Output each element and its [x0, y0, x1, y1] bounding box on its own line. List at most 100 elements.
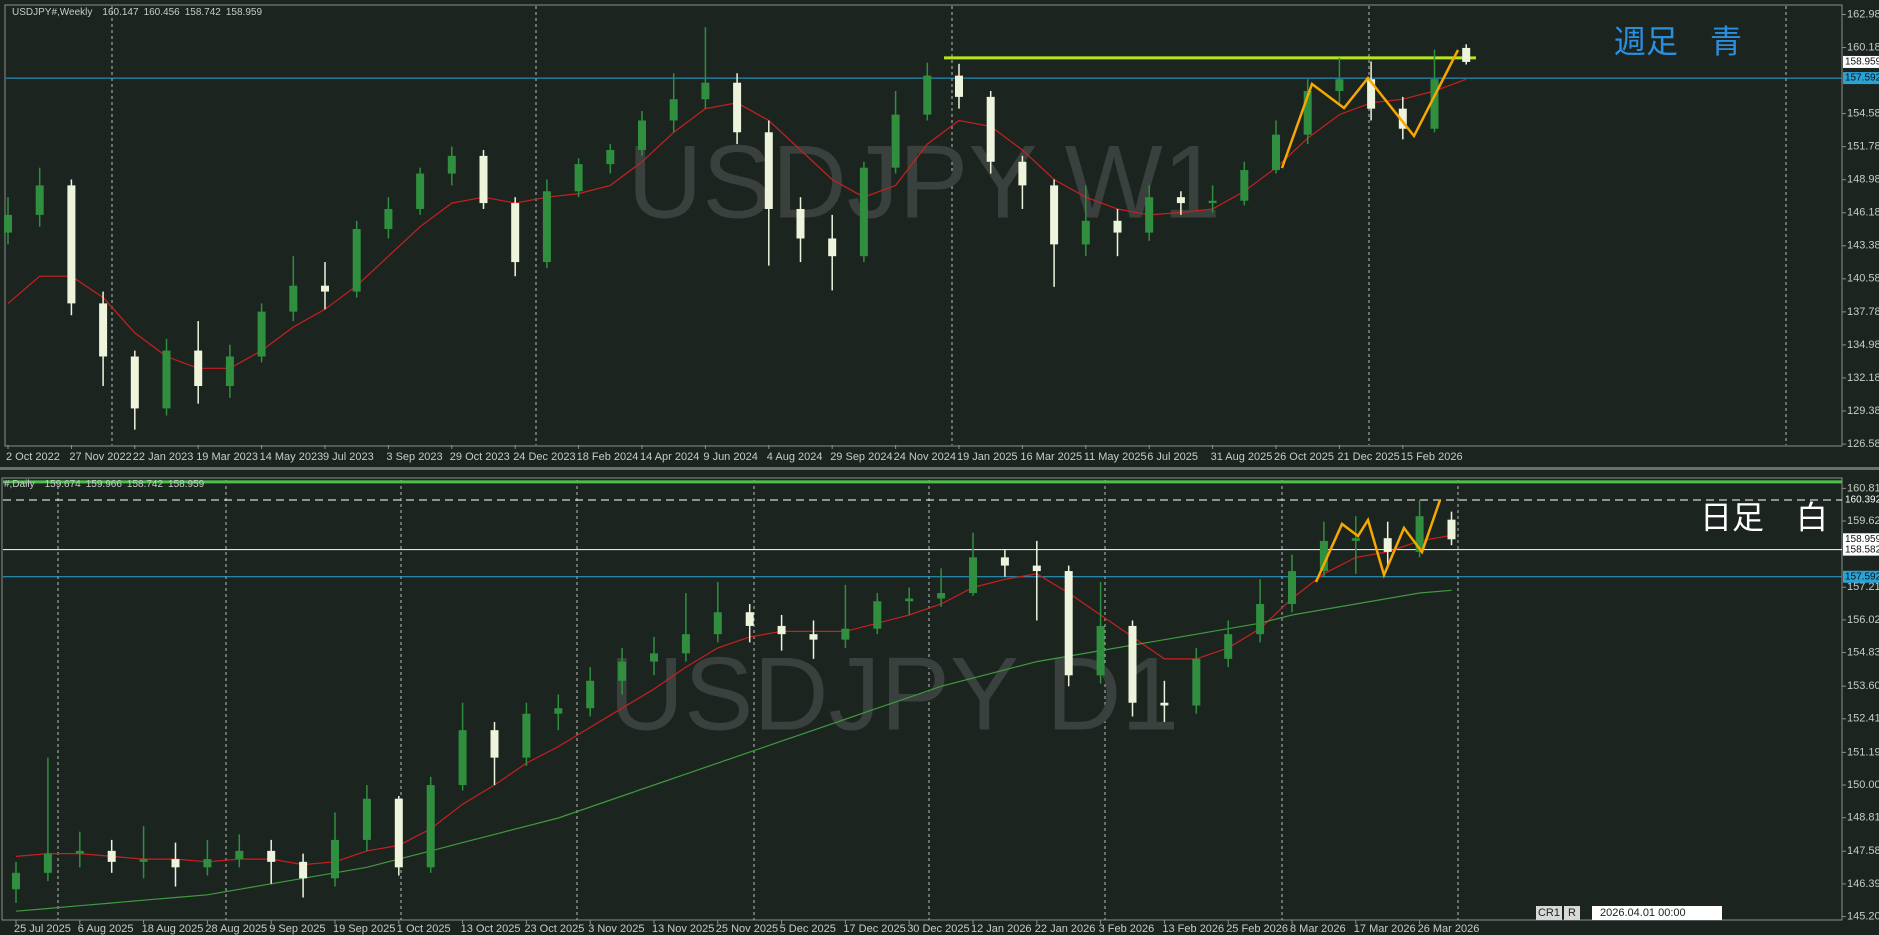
candle-body [1081, 220, 1090, 245]
x-tick-label: 13 Oct 2025 [461, 923, 521, 935]
x-tick-label: 24 Dec 2023 [513, 451, 575, 463]
candle-body [35, 185, 44, 215]
y-tick-label: 150.000 [1847, 779, 1879, 791]
x-tick-label: 22 Jan 2026 [1035, 923, 1096, 935]
candle-body [1208, 200, 1217, 204]
x-tick-label: 19 Sep 2025 [333, 923, 395, 935]
moving-average [15, 589, 1452, 912]
x-tick-label: 9 Jun 2024 [703, 451, 757, 463]
y-tick-label: 154.830 [1847, 646, 1879, 658]
candle-body [289, 285, 298, 312]
candle-body [1319, 540, 1328, 572]
candle-body [1096, 625, 1105, 676]
x-tick-label: 6 Jul 2025 [1147, 451, 1198, 463]
candle-body [745, 612, 754, 626]
candle-body [923, 75, 932, 115]
candle-body [235, 850, 244, 860]
x-tick-label: 3 Feb 2026 [1099, 923, 1155, 935]
candle-body [447, 155, 456, 174]
candle-body [171, 859, 180, 868]
header-l: 158.742 [185, 7, 222, 18]
x-tick-label: 5 Dec 2025 [780, 923, 836, 935]
x-tick-label: 4 Aug 2024 [767, 451, 823, 463]
x-tick-label: 1 Oct 2025 [397, 923, 451, 935]
candle-body [1351, 538, 1360, 541]
y-tick-label: 157.210 [1847, 581, 1879, 593]
candle-body [1000, 557, 1009, 566]
zigzag-drawing [1280, 49, 1460, 169]
profile-label[interactable]: CR1 [1538, 907, 1560, 919]
candle-body [130, 356, 139, 409]
x-tick-label: 9 Sep 2025 [269, 923, 325, 935]
candle-body [891, 114, 900, 168]
header-o: 160.147 [102, 7, 139, 18]
x-tick-label: 12 Jan 2026 [971, 923, 1032, 935]
moving-average [15, 534, 1452, 866]
candle-body [67, 185, 76, 304]
candle-body [107, 850, 116, 862]
x-tick-label: 25 Nov 2025 [716, 923, 778, 935]
watermark: USDJPY W1 [627, 124, 1220, 240]
candle-body [1335, 79, 1344, 91]
x-tick-label: 19 Jan 2025 [957, 451, 1018, 463]
candle-body [681, 634, 690, 654]
x-tick-label: 3 Nov 2025 [588, 923, 644, 935]
candle-body [1113, 220, 1122, 233]
chart-header: #,Daily 159.674 159.966 158.742 158.959 [4, 479, 205, 490]
x-tick-label: 8 Mar 2026 [1290, 923, 1346, 935]
y-tick-label: 153.605 [1847, 680, 1879, 692]
y-tick-label: 129.380 [1847, 405, 1879, 417]
x-tick-label: 22 Jan 2023 [133, 451, 194, 463]
candle-body [12, 872, 20, 890]
x-tick-label: 18 Aug 2025 [142, 923, 204, 935]
candle-body [43, 853, 52, 873]
candle-body [955, 75, 963, 97]
candle-body [1145, 197, 1154, 233]
candle-body [1415, 516, 1424, 552]
candle-body [1447, 519, 1456, 540]
last-price-box [1843, 533, 1879, 546]
candle-body [225, 356, 234, 386]
candle-body [299, 861, 308, 879]
candle-body [352, 229, 361, 292]
candle-body [522, 713, 531, 758]
header-symbol: USDJPY#,Weekly [12, 7, 92, 18]
pane-separator [0, 467, 1879, 470]
candle-body [257, 311, 266, 357]
candle-body [362, 798, 371, 840]
header-c: 158.959 [226, 7, 263, 18]
zigzag-drawing [1314, 499, 1442, 583]
candle-body [162, 350, 171, 409]
price-marker-box [1843, 493, 1879, 506]
candle-body [873, 601, 882, 629]
y-tick-label: 151.190 [1847, 746, 1879, 758]
candle-body [194, 350, 203, 386]
profile-box[interactable] [1536, 906, 1562, 920]
candle-body [1224, 634, 1233, 659]
header-l: 158.742 [127, 479, 164, 490]
y-tick-label: 148.810 [1847, 812, 1879, 824]
candle-body [1462, 47, 1471, 62]
x-tick-label: 14 Apr 2024 [640, 451, 699, 463]
candle-body [1288, 571, 1296, 604]
mode-box[interactable] [1564, 906, 1580, 920]
x-tick-label: 27 Nov 2022 [69, 451, 131, 463]
candle-body [479, 155, 488, 204]
candle-body [764, 132, 773, 209]
y-tick-label: 134.980 [1847, 339, 1879, 351]
candle-body [1064, 571, 1073, 676]
watermark: USDJPY D1 [609, 636, 1179, 752]
candle-body [99, 303, 108, 357]
x-tick-label: 15 Feb 2026 [1401, 451, 1463, 463]
candle-body [1240, 170, 1249, 201]
candle-body [1176, 197, 1185, 204]
x-tick-label: 14 May 2023 [260, 451, 324, 463]
candle-body [1032, 565, 1041, 572]
header-h: 160.456 [144, 7, 181, 18]
datetime-box [1592, 906, 1722, 920]
candle-body [1128, 625, 1137, 703]
y-tick-label: 159.625 [1847, 515, 1879, 527]
mode-label[interactable]: R [1568, 907, 1576, 919]
header-h: 159.966 [86, 479, 123, 490]
y-tick-label: 146.395 [1847, 878, 1879, 890]
